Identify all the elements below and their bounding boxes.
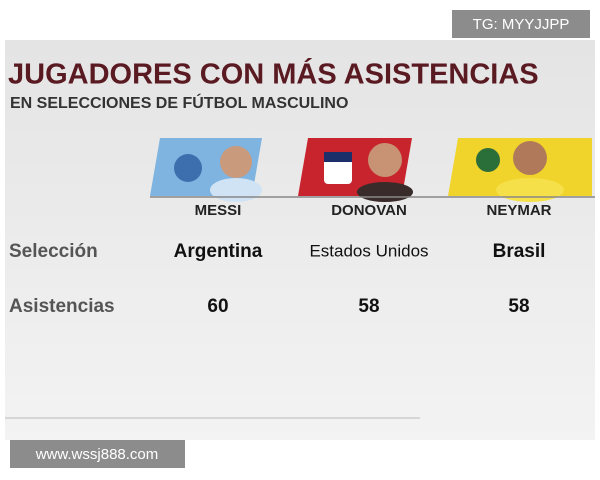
watermark-top: TG: MYYJJPP bbox=[473, 16, 570, 33]
cell: 58 bbox=[358, 296, 379, 317]
subtitle: EN SELECCIONES DE FÚTBOL MASCULINO bbox=[10, 93, 348, 112]
graphic-background bbox=[5, 40, 595, 440]
cell: 58 bbox=[508, 296, 529, 317]
row-label: Asistencias bbox=[9, 296, 115, 317]
watermark-box bbox=[452, 10, 590, 38]
column-name: DONOVAN bbox=[331, 202, 407, 219]
cell: Argentina bbox=[174, 241, 263, 262]
cell: 60 bbox=[207, 296, 228, 317]
watermark-bottom: www.wssj888.com bbox=[35, 446, 159, 463]
player-image bbox=[448, 138, 592, 202]
player-image bbox=[150, 138, 262, 202]
row-label: Selección bbox=[9, 241, 98, 262]
column-name: MESSI bbox=[195, 202, 242, 219]
watermark-box bbox=[10, 440, 185, 468]
cell: Brasil bbox=[493, 241, 546, 262]
title: JUGADORES CON MÁS ASISTENCIAS bbox=[8, 57, 539, 91]
player-image bbox=[298, 138, 413, 202]
column-name: NEYMAR bbox=[486, 202, 551, 219]
cell: Estados Unidos bbox=[309, 241, 428, 260]
